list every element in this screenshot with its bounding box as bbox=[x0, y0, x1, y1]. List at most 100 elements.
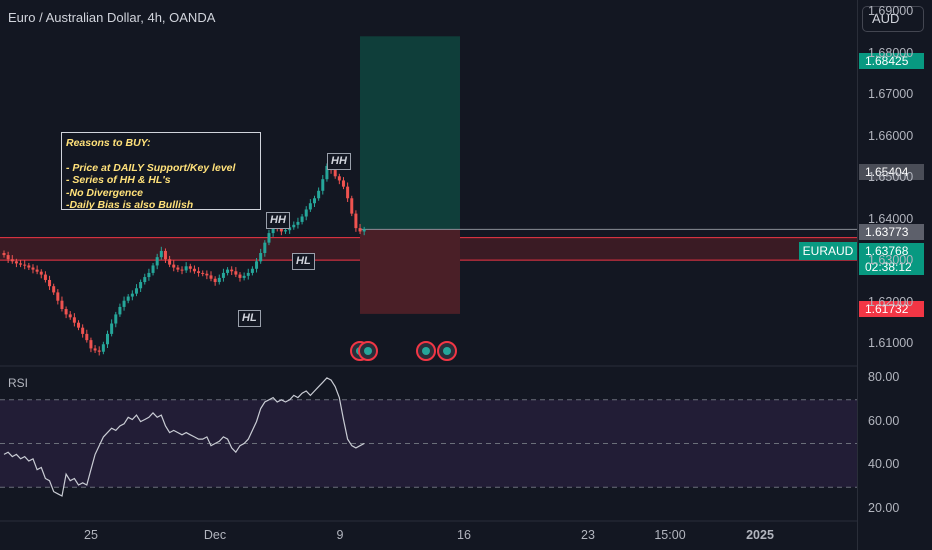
candle bbox=[192, 265, 196, 274]
candle-body bbox=[197, 271, 201, 273]
candle bbox=[358, 223, 362, 234]
candle-body bbox=[259, 253, 263, 262]
candle bbox=[259, 248, 263, 264]
candle-body bbox=[118, 306, 122, 315]
candle-body bbox=[2, 253, 6, 256]
candle bbox=[118, 303, 122, 317]
event-icon[interactable] bbox=[358, 341, 378, 361]
candle bbox=[60, 296, 64, 312]
candle-body bbox=[217, 277, 221, 283]
candle-body bbox=[89, 340, 93, 349]
price-axis-tick: 1.68000 bbox=[868, 45, 914, 60]
event-icon[interactable] bbox=[437, 341, 457, 361]
candle bbox=[56, 289, 60, 305]
candle bbox=[304, 206, 308, 221]
candle-body bbox=[346, 186, 350, 199]
candle-body bbox=[72, 317, 76, 323]
candle-body bbox=[188, 266, 192, 269]
candle bbox=[106, 330, 109, 348]
candle bbox=[122, 296, 126, 311]
candle bbox=[242, 272, 246, 281]
candle-body bbox=[341, 180, 345, 187]
candle-body bbox=[300, 216, 304, 222]
time-axis-tick: 23 bbox=[581, 528, 595, 542]
time-axis-tick: Dec bbox=[203, 528, 227, 542]
candle-body bbox=[333, 170, 337, 177]
candle-body bbox=[81, 327, 85, 334]
candle-body bbox=[292, 224, 296, 228]
rsi-axis-tick: 40.00 bbox=[868, 457, 900, 472]
candle-body bbox=[308, 203, 312, 210]
candle bbox=[184, 262, 188, 273]
candle bbox=[101, 341, 105, 355]
candle-body bbox=[143, 277, 147, 283]
candle-body bbox=[85, 333, 89, 341]
candle-body bbox=[19, 263, 23, 265]
hl-label[interactable]: HL bbox=[238, 310, 261, 327]
candle-body bbox=[134, 288, 138, 294]
candle bbox=[151, 262, 155, 276]
price-axis-tick: 1.61000 bbox=[868, 336, 914, 351]
candle bbox=[296, 217, 300, 229]
candle-body bbox=[284, 230, 288, 232]
candle bbox=[201, 270, 205, 277]
hl-label[interactable]: HL bbox=[292, 253, 315, 270]
candle bbox=[362, 226, 366, 236]
candle bbox=[313, 195, 316, 207]
rsi-line bbox=[3, 377, 365, 497]
candle bbox=[209, 271, 213, 282]
current-price-badge: 1.63768 bbox=[859, 243, 924, 259]
candle-body bbox=[60, 300, 64, 310]
candle-body bbox=[317, 190, 321, 199]
candle-body bbox=[27, 265, 31, 268]
candle bbox=[246, 268, 250, 280]
candle bbox=[39, 269, 43, 279]
candle-body bbox=[246, 272, 250, 276]
candle bbox=[114, 311, 118, 328]
candle-body bbox=[10, 259, 14, 262]
candle-body bbox=[106, 333, 109, 345]
hh-label[interactable]: HH bbox=[327, 153, 351, 170]
candle bbox=[23, 260, 27, 270]
target-price-badge: 1.68425 bbox=[859, 53, 924, 69]
candle bbox=[134, 284, 138, 297]
candle-body bbox=[77, 322, 81, 328]
candle-body bbox=[23, 264, 27, 266]
candle bbox=[10, 255, 14, 264]
candle-body bbox=[350, 198, 354, 214]
candle bbox=[163, 248, 167, 263]
event-icon[interactable] bbox=[416, 341, 436, 361]
candle bbox=[172, 260, 176, 272]
candle-body bbox=[151, 265, 155, 273]
candle bbox=[85, 329, 89, 343]
currency-selector-button[interactable]: AUD bbox=[862, 6, 924, 32]
candle bbox=[77, 320, 81, 331]
price-axis-tick: 1.69000 bbox=[868, 4, 914, 19]
candle bbox=[205, 270, 209, 280]
candle-body bbox=[221, 272, 225, 278]
candle bbox=[180, 266, 184, 275]
candle-body bbox=[209, 275, 213, 279]
candle-body bbox=[313, 198, 316, 204]
candle bbox=[263, 240, 267, 257]
candle-body bbox=[250, 268, 254, 273]
price-axis-tick: 1.64000 bbox=[868, 211, 914, 226]
candle-body bbox=[255, 261, 259, 269]
candle-body bbox=[14, 261, 18, 264]
target-zone bbox=[360, 36, 460, 230]
rsi-label: RSI bbox=[8, 376, 29, 390]
axes bbox=[0, 0, 858, 550]
stop-zone bbox=[360, 229, 460, 314]
buy-reasons-annotation[interactable]: Reasons to BUY: - Price at DAILY Support… bbox=[61, 132, 261, 211]
hh-label[interactable]: HH bbox=[266, 212, 290, 229]
candle-body bbox=[159, 250, 163, 258]
time-axis-tick: 16 bbox=[457, 528, 471, 542]
candle bbox=[155, 253, 159, 270]
candle bbox=[168, 255, 172, 268]
symbol-badge: EURAUD bbox=[799, 242, 857, 260]
candle-body bbox=[337, 176, 341, 181]
candle-body bbox=[130, 293, 134, 297]
candle bbox=[317, 187, 321, 201]
annotation-line: - Price at DAILY Support/Key level bbox=[66, 161, 236, 174]
